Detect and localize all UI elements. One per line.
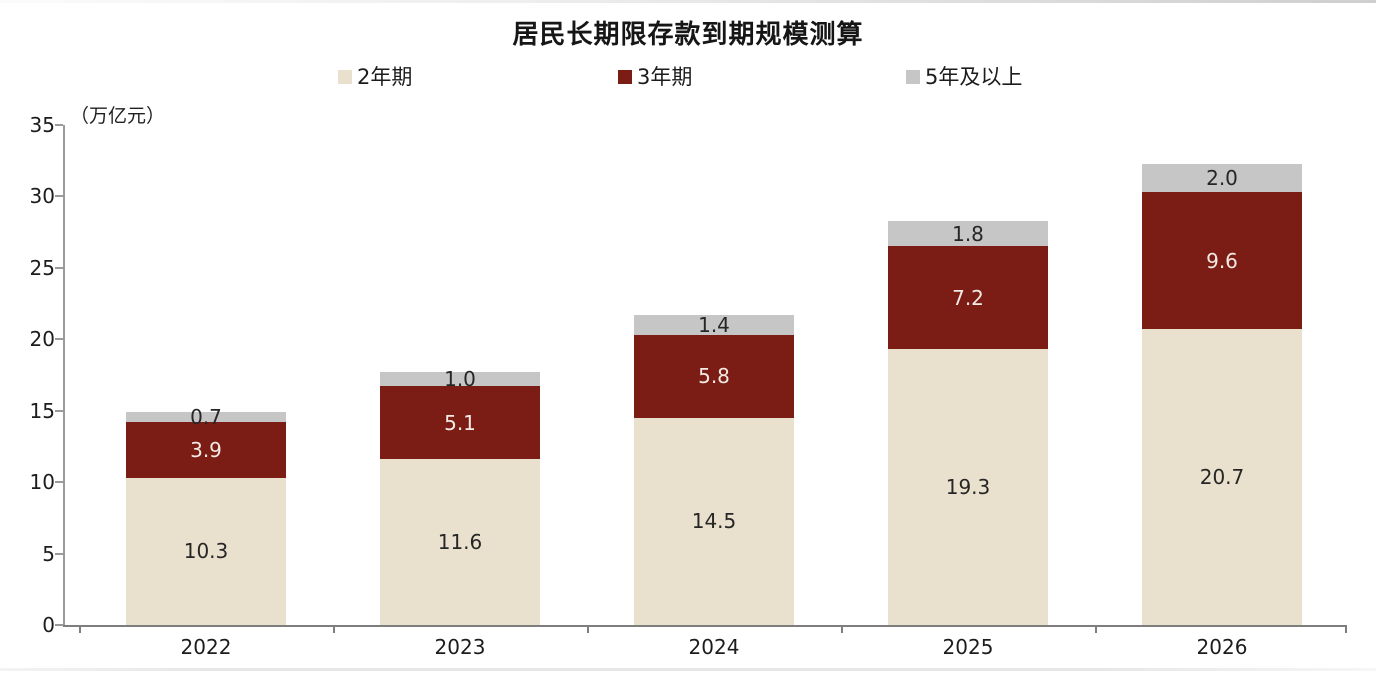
y-axis-line (63, 125, 65, 627)
y-tick-mark (55, 481, 63, 484)
y-axis-unit-label: （万亿元） (70, 105, 166, 127)
y-tick-mark (55, 624, 63, 626)
bar-segment: 11.6 (380, 459, 540, 625)
segment-value-label: 10.3 (183, 539, 229, 564)
y-tick-label: 5 (42, 541, 55, 566)
bar-segment: 10.3 (126, 477, 286, 625)
bar-segment: 19.3 (888, 349, 1048, 625)
bottom-divider (0, 668, 1376, 671)
legend-item-5year-plus: 5年及以上 (906, 61, 1022, 91)
segment-value-label: 1.4 (698, 313, 730, 337)
x-category-label: 2024 (688, 635, 740, 659)
segment-value-label: 2.0 (1206, 165, 1238, 190)
x-category-label: 2026 (1196, 635, 1248, 659)
segment-value-label: 3.9 (190, 437, 222, 462)
bar-segment: 1.0 (380, 368, 540, 390)
bar-segment: 7.2 (888, 246, 1048, 350)
bar-segment: 20.7 (1142, 329, 1302, 625)
y-tick-mark (55, 195, 63, 198)
x-tick-mark (841, 627, 843, 633)
x-tick-mark (587, 627, 589, 633)
chart-title: 居民长期限存款到期规模测算 (512, 20, 864, 50)
legend-item-2year: 2年期 (338, 61, 412, 91)
x-axis-line (63, 625, 1347, 627)
y-tick-mark (55, 124, 63, 126)
segment-value-label: 7.2 (952, 285, 984, 310)
x-category-label: 2023 (434, 635, 486, 659)
segment-value-label: 14.5 (691, 509, 737, 534)
segment-value-label: 0.7 (190, 405, 222, 430)
segment-value-label: 1.8 (952, 221, 984, 246)
segment-value-label: 11.6 (437, 530, 483, 555)
x-tick-mark (1345, 627, 1347, 633)
legend-item-3year: 3年期 (618, 61, 692, 91)
bar-segment: 1.8 (888, 220, 1048, 247)
y-tick-label: 30 (29, 184, 55, 209)
top-divider (0, 0, 1376, 3)
y-tick-mark (55, 266, 63, 269)
legend-label-5year-plus: 5年及以上 (925, 65, 1023, 89)
bar-segment: 2.0 (1142, 163, 1302, 193)
y-tick-label: 20 (29, 327, 55, 352)
bar-segment: 1.4 (634, 313, 794, 337)
y-tick-mark (55, 409, 63, 412)
x-category-label: 2025 (942, 635, 994, 659)
legend-swatch-3year (618, 70, 632, 84)
segment-value-label: 1.0 (444, 367, 476, 392)
y-tick-label: 10 (29, 470, 55, 495)
bar-segment: 3.9 (126, 422, 286, 478)
legend-label-2year: 2年期 (357, 65, 413, 89)
segment-value-label: 5.8 (698, 364, 730, 389)
x-category-label: 2022 (180, 635, 232, 659)
segment-value-label: 20.7 (1199, 465, 1245, 490)
y-tick-mark (55, 338, 63, 341)
segment-value-label: 5.1 (444, 410, 476, 435)
x-tick-mark (1095, 627, 1097, 633)
y-tick-label: 35 (29, 113, 55, 137)
y-tick-label: 25 (29, 255, 55, 280)
legend-swatch-5year-plus (906, 70, 920, 84)
x-tick-mark (333, 627, 335, 633)
segment-value-label: 19.3 (945, 475, 991, 500)
x-tick-mark (79, 627, 81, 633)
y-tick-mark (55, 552, 63, 555)
y-tick-label: 15 (29, 398, 55, 423)
legend-swatch-2year (338, 70, 352, 84)
bar-segment: 0.7 (126, 406, 286, 428)
bar-segment: 9.6 (1142, 192, 1302, 330)
bar-segment: 5.8 (634, 335, 794, 418)
bar-segment: 5.1 (380, 386, 540, 460)
bar-segment: 14.5 (634, 417, 794, 625)
legend-label-3year: 3年期 (637, 65, 693, 89)
y-tick-label: 0 (42, 613, 55, 637)
segment-value-label: 9.6 (1206, 248, 1238, 273)
